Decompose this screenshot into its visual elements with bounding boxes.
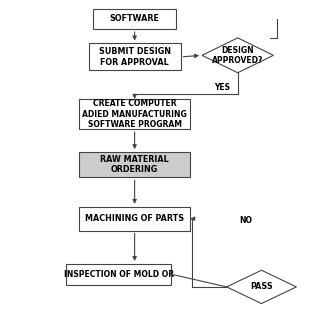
- FancyBboxPatch shape: [79, 207, 190, 231]
- Text: SOFTWARE: SOFTWARE: [110, 14, 160, 23]
- Text: INSPECTION OF MOLD OR: INSPECTION OF MOLD OR: [64, 270, 174, 279]
- Text: RAW MATERIAL
ORDERING: RAW MATERIAL ORDERING: [100, 155, 169, 174]
- FancyBboxPatch shape: [79, 152, 190, 178]
- Text: DESIGN
APPROVED?: DESIGN APPROVED?: [212, 46, 263, 65]
- FancyBboxPatch shape: [67, 264, 171, 284]
- Text: PASS: PASS: [250, 282, 273, 292]
- FancyBboxPatch shape: [79, 99, 190, 129]
- Polygon shape: [227, 270, 296, 304]
- Text: NO: NO: [239, 216, 252, 225]
- Text: MACHINING OF PARTS: MACHINING OF PARTS: [85, 214, 184, 223]
- Text: CREATE COMPUTER
ADIED MANUFACTURING
SOFTWARE PROGRAM: CREATE COMPUTER ADIED MANUFACTURING SOFT…: [82, 99, 187, 129]
- FancyBboxPatch shape: [93, 9, 176, 29]
- Text: YES: YES: [214, 83, 230, 92]
- FancyBboxPatch shape: [89, 44, 180, 70]
- Text: SUBMIT DESIGN
FOR APPROVAL: SUBMIT DESIGN FOR APPROVAL: [99, 47, 171, 67]
- Polygon shape: [202, 38, 273, 73]
